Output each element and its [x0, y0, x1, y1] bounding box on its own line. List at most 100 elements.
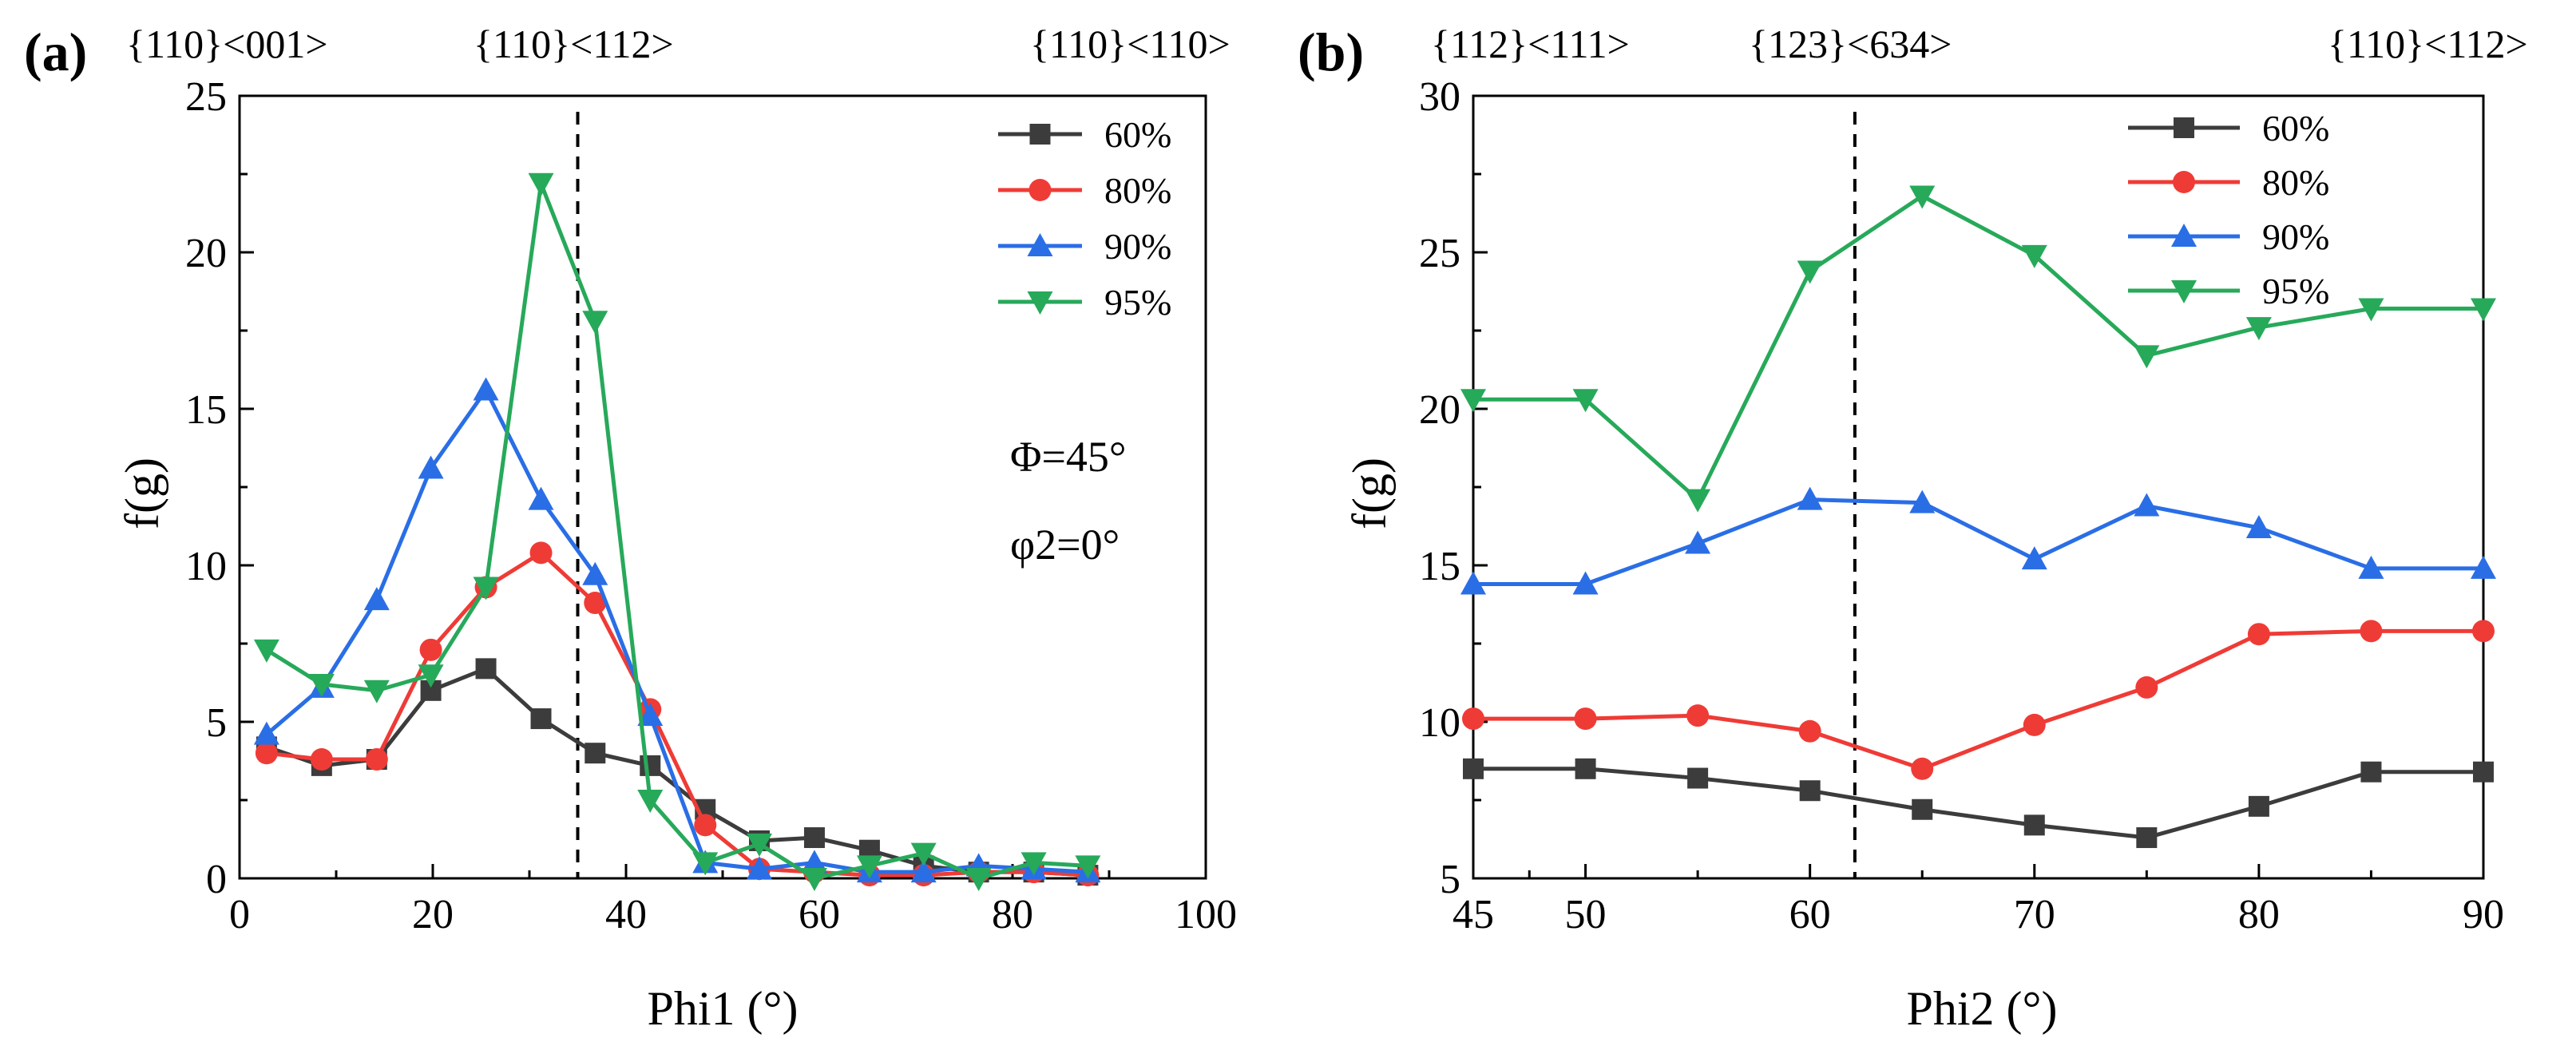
y-tick-label: 25 [185, 74, 227, 120]
y-tick-label: 10 [1419, 700, 1460, 746]
x-tick-label: 80 [992, 892, 1033, 937]
legend-label: 90% [1104, 226, 1171, 267]
data-point [585, 743, 606, 764]
data-point [2358, 555, 2384, 579]
data-point [1912, 798, 1933, 820]
data-point [1575, 758, 1596, 779]
data-point [1075, 855, 1101, 879]
legend-marker [1029, 124, 1051, 145]
series-line [265, 181, 1088, 881]
data-point [473, 577, 499, 600]
legend-label: 80% [2262, 162, 2329, 203]
legend-label: 60% [1104, 114, 1171, 155]
data-point [2136, 827, 2158, 849]
x-tick-label: 50 [1565, 892, 1607, 937]
legend-marker [2174, 117, 2194, 138]
data-point [1463, 758, 1484, 779]
data-point [2134, 345, 2160, 369]
series-95pct [1460, 185, 2496, 513]
panel-b-series [1460, 185, 2496, 849]
x-tick-label: 45 [1452, 892, 1494, 937]
data-point [1685, 489, 1711, 513]
panel-b: (b) {112}<111> {123}<634> {110}<112> 45 5… [1298, 22, 2528, 1035]
legend-marker [1027, 291, 1053, 315]
series-90pct [253, 377, 1101, 883]
series-line [1473, 497, 2483, 587]
data-point [2134, 493, 2160, 517]
data-point [2360, 761, 2382, 783]
data-point [910, 859, 937, 883]
data-point [582, 311, 608, 335]
data-point [1797, 486, 1823, 510]
data-point [473, 377, 499, 401]
data-point [1685, 530, 1711, 554]
series-80pct [255, 541, 1100, 887]
data-point [1572, 389, 1599, 413]
data-point [2023, 814, 2045, 836]
x-tick-label: 90 [2463, 892, 2504, 937]
data-point [2021, 244, 2047, 268]
series-line [265, 387, 1088, 874]
data-point [1799, 780, 1821, 802]
data-point [803, 827, 825, 849]
data-point [2248, 795, 2269, 817]
legend-marker [2171, 280, 2197, 303]
data-point [746, 856, 772, 880]
data-point [365, 748, 388, 771]
data-point [1798, 719, 1821, 743]
legend-marker [2173, 171, 2195, 193]
data-point [1574, 707, 1597, 731]
data-point [692, 852, 719, 876]
series-line [1473, 628, 2483, 771]
panel-a-letter: (a) [24, 22, 87, 82]
y-tick-label: 10 [185, 544, 227, 589]
panel-a-xlabel: Phi1 (°) [648, 982, 799, 1035]
legend-label: 95% [1104, 282, 1171, 323]
series-line [1473, 193, 2483, 502]
x-tick-label: 70 [2014, 892, 2055, 937]
panel-b-ylabel: f(g) [1343, 458, 1396, 529]
data-point [255, 742, 278, 765]
x-tick-label: 80 [2238, 892, 2280, 937]
data-point [584, 592, 607, 615]
data-point [1020, 852, 1047, 876]
data-point [637, 703, 664, 727]
panel-a-texture-label-3: {110}<110> [1030, 22, 1231, 66]
data-point [2358, 298, 2384, 322]
legend-marker [2171, 224, 2197, 247]
legend-label: 60% [2262, 108, 2329, 149]
legend-label: 95% [2262, 271, 2329, 311]
data-point [640, 755, 661, 776]
y-tick-label: 15 [1419, 544, 1460, 589]
legend-marker [1027, 233, 1053, 256]
data-point [1460, 571, 1486, 595]
data-point [801, 868, 827, 891]
data-point [2023, 713, 2046, 736]
data-point [1460, 389, 1486, 413]
y-tick-label: 15 [185, 387, 227, 433]
data-point [582, 561, 608, 585]
data-point [1572, 571, 1599, 595]
data-point [310, 748, 333, 771]
data-point [1909, 489, 1936, 513]
panel-b-axes: 45 50 60 70 80 90 5 10 15 20 25 30 [1419, 74, 2504, 937]
data-point [363, 587, 390, 611]
y-tick-label: 30 [1419, 74, 1460, 120]
y-tick-label: 0 [206, 857, 227, 902]
data-point [418, 664, 444, 688]
data-point [1911, 757, 1934, 780]
data-point [2471, 555, 2496, 579]
panel-b-texture-label-3: {110}<112> [2328, 22, 2528, 66]
data-point [2247, 623, 2270, 646]
x-tick-label: 40 [605, 892, 647, 937]
y-tick-label: 20 [1419, 387, 1460, 433]
data-point [1797, 260, 1823, 284]
legend-label: 80% [1104, 170, 1171, 211]
x-tick-label: 0 [229, 892, 250, 937]
series-60pct [1463, 758, 2494, 849]
series-80pct [1462, 620, 2495, 780]
data-point [308, 673, 335, 697]
data-point [856, 855, 882, 879]
data-point [965, 868, 992, 891]
series-95pct [253, 172, 1101, 891]
